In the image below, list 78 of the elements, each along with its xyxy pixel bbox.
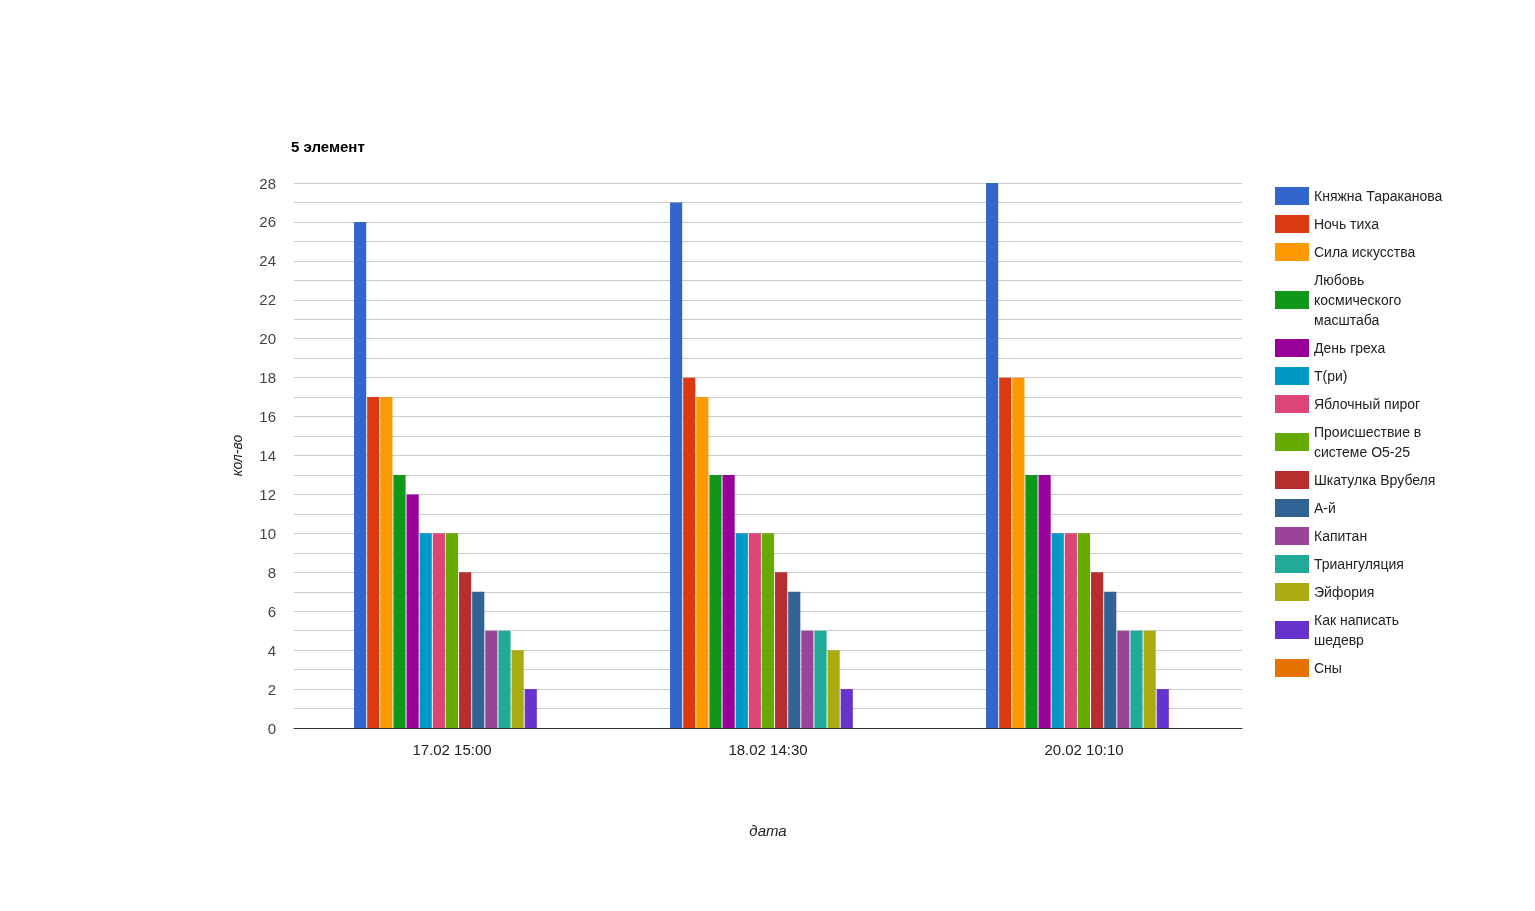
bar — [432, 533, 445, 728]
bar — [814, 630, 827, 728]
bar — [393, 474, 406, 728]
legend-label: Сны — [1314, 660, 1342, 676]
y-tick-label: 28 — [259, 174, 276, 192]
y-tick-label: 14 — [259, 447, 276, 464]
bar — [1143, 630, 1156, 728]
bar — [367, 397, 380, 728]
bar — [748, 533, 761, 728]
bar — [1012, 377, 1025, 728]
bar — [524, 689, 537, 728]
bar — [999, 377, 1012, 728]
bar — [722, 474, 735, 728]
y-tick-label: 20 — [259, 330, 276, 348]
legend-label: День греха — [1314, 340, 1386, 356]
legend-label: Любовь космического масштаба — [1314, 272, 1406, 328]
bar — [735, 533, 748, 728]
legend-label: Ночь тиха — [1314, 216, 1380, 232]
bar — [406, 494, 419, 728]
bar — [445, 533, 459, 728]
y-tick-label: 24 — [259, 252, 276, 270]
legend-label: Как написать шедевр — [1314, 612, 1403, 648]
bar — [1025, 474, 1038, 728]
bar — [1038, 474, 1051, 728]
y-tick-label: 18 — [259, 369, 276, 387]
legend-label: Триангуляция — [1314, 556, 1404, 572]
bar — [1117, 630, 1130, 728]
bar — [419, 533, 432, 728]
bar — [840, 689, 853, 728]
bar — [1104, 591, 1117, 728]
bar — [683, 377, 696, 728]
bar — [1091, 572, 1104, 728]
bar — [1156, 689, 1169, 728]
bar — [1051, 533, 1064, 728]
bar — [670, 202, 683, 728]
y-tick-label: 12 — [259, 485, 276, 503]
bar — [472, 591, 485, 728]
legend-label: Сила искусства — [1314, 244, 1416, 260]
y-tick-label: 4 — [267, 641, 276, 659]
y-tick-label: 22 — [259, 291, 276, 309]
bar — [380, 397, 393, 728]
bar — [986, 183, 999, 728]
y-tick-label: 6 — [267, 602, 276, 620]
bar — [354, 221, 367, 728]
bar — [511, 650, 524, 728]
y-tick-label: 2 — [267, 680, 276, 698]
legend-label: Капитан — [1314, 528, 1368, 544]
legend-label: Т(ри) — [1314, 368, 1348, 384]
x-tick-label: 20.02 10:10 — [1044, 741, 1124, 758]
bar — [696, 397, 709, 728]
x-axis-title: дата — [749, 822, 787, 839]
bar — [1077, 533, 1091, 728]
y-tick-label: 0 — [267, 719, 276, 737]
y-axis-title: кол-во — [229, 434, 245, 477]
bar — [1130, 630, 1143, 728]
chart-title: 5 элемент — [291, 138, 365, 155]
bar — [788, 591, 801, 728]
bar — [709, 474, 722, 728]
y-tick-label: 8 — [267, 563, 276, 581]
bar — [459, 572, 472, 728]
legend-label: А-й — [1314, 500, 1336, 516]
bar — [485, 630, 498, 728]
bar — [498, 630, 511, 728]
y-tick-label: 10 — [259, 524, 276, 542]
bar — [801, 630, 814, 728]
bar — [827, 650, 840, 728]
x-tick-label: 18.02 14:30 — [728, 741, 808, 758]
legend-label: Княжна Тараканова — [1314, 188, 1443, 204]
y-tick-label: 16 — [259, 408, 276, 426]
bar — [1064, 533, 1077, 728]
legend-label: Происшествие в системе О5-25 — [1314, 424, 1426, 460]
x-tick-label: 17.02 15:00 — [412, 741, 492, 758]
bar — [775, 572, 788, 728]
legend-label: Шкатулка Врубеля — [1314, 472, 1436, 488]
y-tick-label: 26 — [259, 213, 276, 231]
bar — [761, 533, 775, 728]
legend-label: Эйфория — [1314, 584, 1375, 600]
legend-label: Яблочный пирог — [1314, 396, 1421, 412]
